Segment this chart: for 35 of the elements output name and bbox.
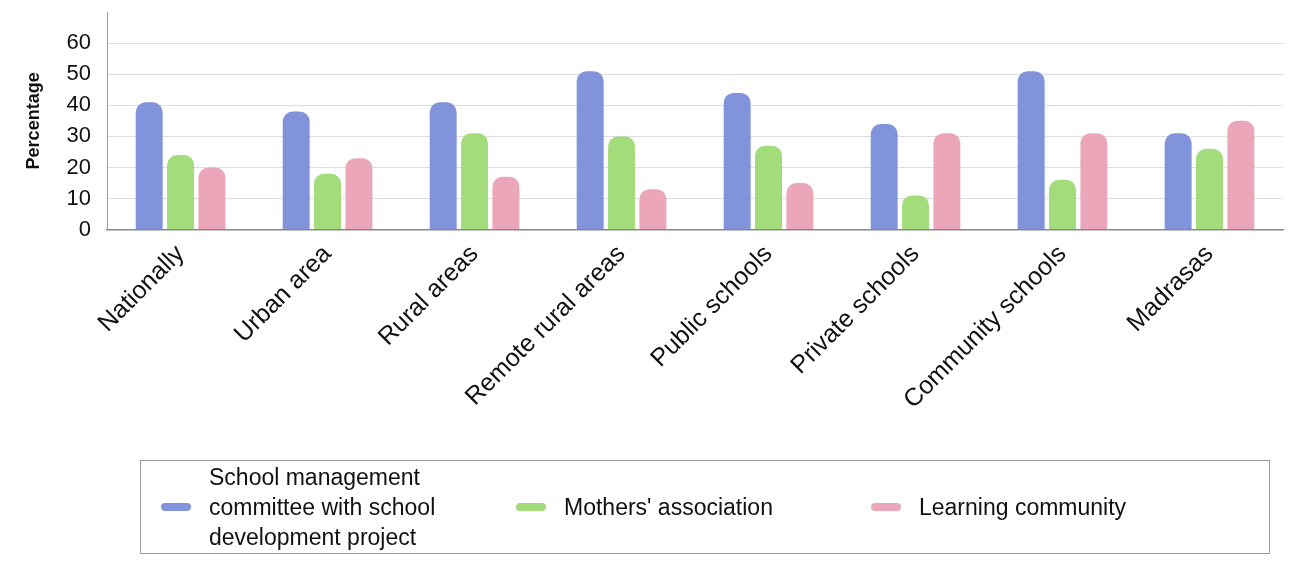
y-tick-label: 40: [66, 91, 92, 117]
bar: [1017, 71, 1045, 230]
bar: [870, 123, 898, 230]
legend-label: Mothers' association: [564, 493, 773, 522]
bar: [1164, 133, 1192, 230]
bar: [933, 133, 961, 230]
bar: [135, 102, 163, 230]
bar: [314, 173, 342, 230]
y-tick-label: 20: [66, 153, 92, 179]
bar: [167, 155, 195, 230]
y-tick-label: 60: [66, 29, 92, 55]
legend-label: School management committee with school development project: [209, 463, 437, 552]
bar: [1196, 148, 1223, 230]
y-tick-label: 30: [66, 122, 92, 148]
bar: [198, 167, 226, 230]
bar: [492, 176, 520, 230]
bar: [282, 111, 310, 230]
bar: [639, 189, 667, 230]
bar: [786, 182, 814, 230]
bar: [345, 158, 373, 230]
bar: [429, 102, 457, 230]
bar: [608, 136, 636, 230]
legend-label: Learning community: [919, 493, 1127, 522]
bar: [902, 195, 930, 230]
bar: [1227, 120, 1255, 230]
bar: [1049, 179, 1076, 230]
y-axis-title: Percentage: [22, 72, 43, 170]
y-tick-label: 10: [66, 184, 92, 210]
bar: [1080, 133, 1108, 230]
bar: [755, 145, 783, 230]
y-tick-label: 50: [66, 60, 92, 86]
bar: [461, 133, 489, 230]
y-tick-label: 0: [78, 215, 92, 241]
bar: [723, 92, 751, 230]
bar: [576, 71, 604, 230]
